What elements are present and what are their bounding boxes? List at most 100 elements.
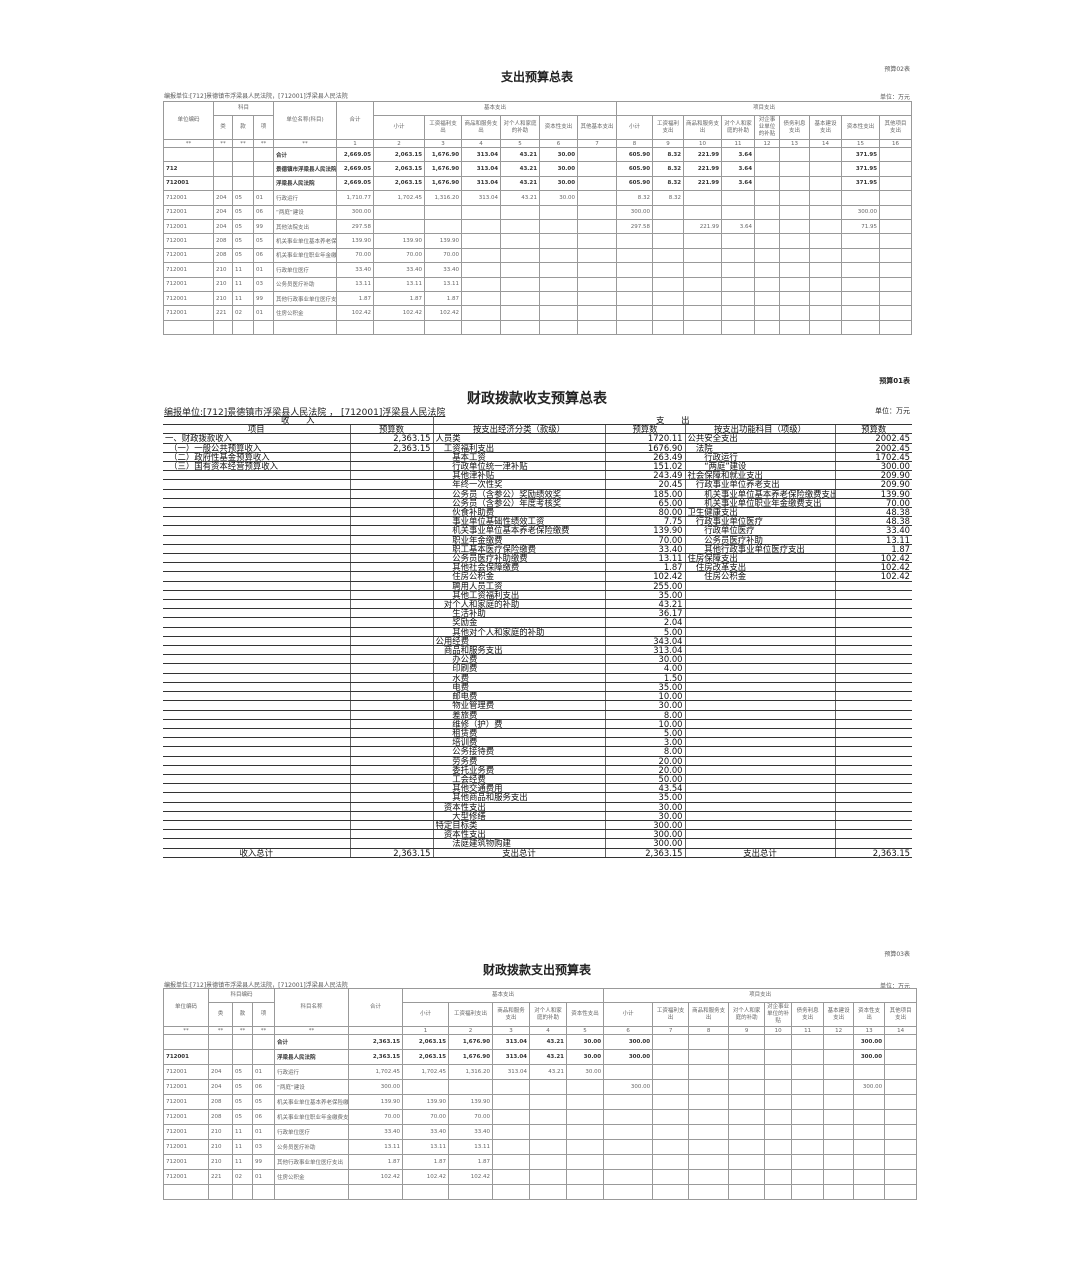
value-cell <box>754 276 781 292</box>
func-budget-cell <box>835 581 912 591</box>
value-cell: 1.87 <box>402 1154 450 1170</box>
table-row: 奖励金 2.04 <box>163 617 912 628</box>
value-cell: 2,063.15 <box>373 146 426 163</box>
func-item-cell: 住房公积金 <box>685 571 836 582</box>
value-cell <box>779 247 811 264</box>
value-cell <box>809 262 843 278</box>
value-cell <box>492 1154 531 1170</box>
value-cell <box>853 1184 886 1200</box>
value-cell <box>764 1169 793 1185</box>
project-col-header: 资本性支出 <box>841 115 881 140</box>
value-cell: 313.04 <box>461 146 502 163</box>
value-cell <box>754 190 781 206</box>
project-col-header: 工资福利支出 <box>652 1002 690 1027</box>
index-cell: 3 <box>492 1026 531 1035</box>
econ-budget-cell: 3.00 <box>605 737 686 748</box>
index-cell: ** <box>251 1026 276 1035</box>
income-budget-cell <box>350 728 434 739</box>
value-cell <box>841 305 881 321</box>
income-item-cell <box>163 470 351 481</box>
value-cell: 1.87 <box>448 1154 494 1170</box>
basic-col-header: 小计 <box>373 115 426 140</box>
value-cell: 208 <box>208 1094 233 1110</box>
value-cell <box>652 1049 690 1065</box>
income-budget-cell <box>350 820 434 831</box>
subject-name-cell: 住房公积金 <box>273 305 338 321</box>
value-cell <box>232 175 254 192</box>
func-budget-cell <box>835 599 912 610</box>
func-item-cell <box>685 682 836 693</box>
value-cell <box>809 161 843 177</box>
value-cell: 300.00 <box>853 1049 886 1065</box>
value-cell <box>603 1169 654 1185</box>
value-cell: 221 <box>208 1169 233 1185</box>
income-budget-cell <box>350 682 434 693</box>
value-cell <box>252 161 275 177</box>
income-budget-cell <box>350 811 434 821</box>
value-cell <box>779 175 811 192</box>
value-cell: 43.21 <box>529 1034 568 1050</box>
econ-budget-cell: 1.50 <box>605 673 686 683</box>
value-cell: 99 <box>251 1154 276 1170</box>
index-cell: 4 <box>461 139 502 148</box>
value-cell <box>461 319 502 336</box>
value-cell <box>809 276 843 292</box>
index-cell: 2 <box>448 1026 494 1035</box>
income-budget-cell <box>350 535 434 545</box>
value-cell <box>603 1094 654 1110</box>
table-row: 住房公积金 102.42 住房公积金 102.42 <box>163 571 912 582</box>
table-row: 712001 204 05 06 “两庭”建设 300.00 300.00 300.00 <box>163 204 913 220</box>
econ-item-cell: 劳务费 <box>433 756 606 766</box>
func-item-cell <box>685 829 836 840</box>
income-budget-cell <box>350 792 434 803</box>
value-cell: 102.42 <box>336 305 375 321</box>
func-item-cell: 住房保障支出 <box>685 553 836 564</box>
table-row: 其他社会保障缴费 1.87 住房改革支出 102.42 <box>163 562 912 573</box>
value-cell <box>402 1184 450 1200</box>
func-budget-cell: 70.00 <box>835 498 912 509</box>
index-cell: 2 <box>373 139 426 148</box>
value-cell: 05 <box>232 1064 253 1080</box>
func-budget-cell <box>835 710 912 720</box>
value-cell: 8.32 <box>652 146 685 163</box>
econ-budget-cell: 243.49 <box>605 470 686 481</box>
table-row: 712001 210 11 03 公务员医疗补助 13.11 13.11 13.11 <box>163 1139 918 1155</box>
basic-col-header: 商品和服务支出 <box>492 1002 531 1027</box>
value-cell: 33.40 <box>424 262 463 278</box>
subject-name-cell: 其他行政事业单位医疗支出 <box>273 290 338 307</box>
value-cell: 208 <box>208 1109 233 1125</box>
econ-item-cell: 公务接待费 <box>433 746 606 757</box>
econ-budget-cell: 43.21 <box>605 599 686 610</box>
econ-class-header: 按支出经济分类（款级） <box>433 424 606 435</box>
table-row: 培训费 3.00 <box>163 737 912 748</box>
value-cell <box>500 247 541 264</box>
func-item-cell <box>685 581 836 591</box>
income-budget-cell <box>350 756 434 766</box>
budget-header: 预算数 <box>350 424 434 435</box>
value-cell <box>721 319 756 336</box>
func-budget-cell: 1702.45 <box>835 452 912 463</box>
value-cell <box>652 305 685 321</box>
value-cell: 1.87 <box>336 290 375 307</box>
value-cell <box>809 319 843 336</box>
budget2-header: 预算数 <box>605 424 686 435</box>
value-cell: 06 <box>251 1079 276 1095</box>
value-cell <box>373 218 426 235</box>
value-cell <box>652 1094 690 1110</box>
value-cell <box>721 262 756 278</box>
table-row: 712001 221 02 01 住房公积金 102.42 102.42 102.42 <box>163 1169 918 1185</box>
income-item-cell <box>163 627 351 637</box>
value-cell <box>879 319 913 336</box>
value-cell <box>566 1184 605 1200</box>
value-cell: 3.64 <box>721 175 756 192</box>
value-cell <box>728 1034 766 1050</box>
value-cell <box>529 1094 568 1110</box>
value-cell: 43.21 <box>529 1049 568 1065</box>
econ-item-cell: 其他津补贴 <box>433 470 606 481</box>
econ-budget-cell: 5.00 <box>605 728 686 739</box>
value-cell <box>652 1124 690 1140</box>
subject-name-cell <box>273 319 338 336</box>
income-budget-cell <box>350 544 434 555</box>
func-budget-cell <box>835 590 912 601</box>
